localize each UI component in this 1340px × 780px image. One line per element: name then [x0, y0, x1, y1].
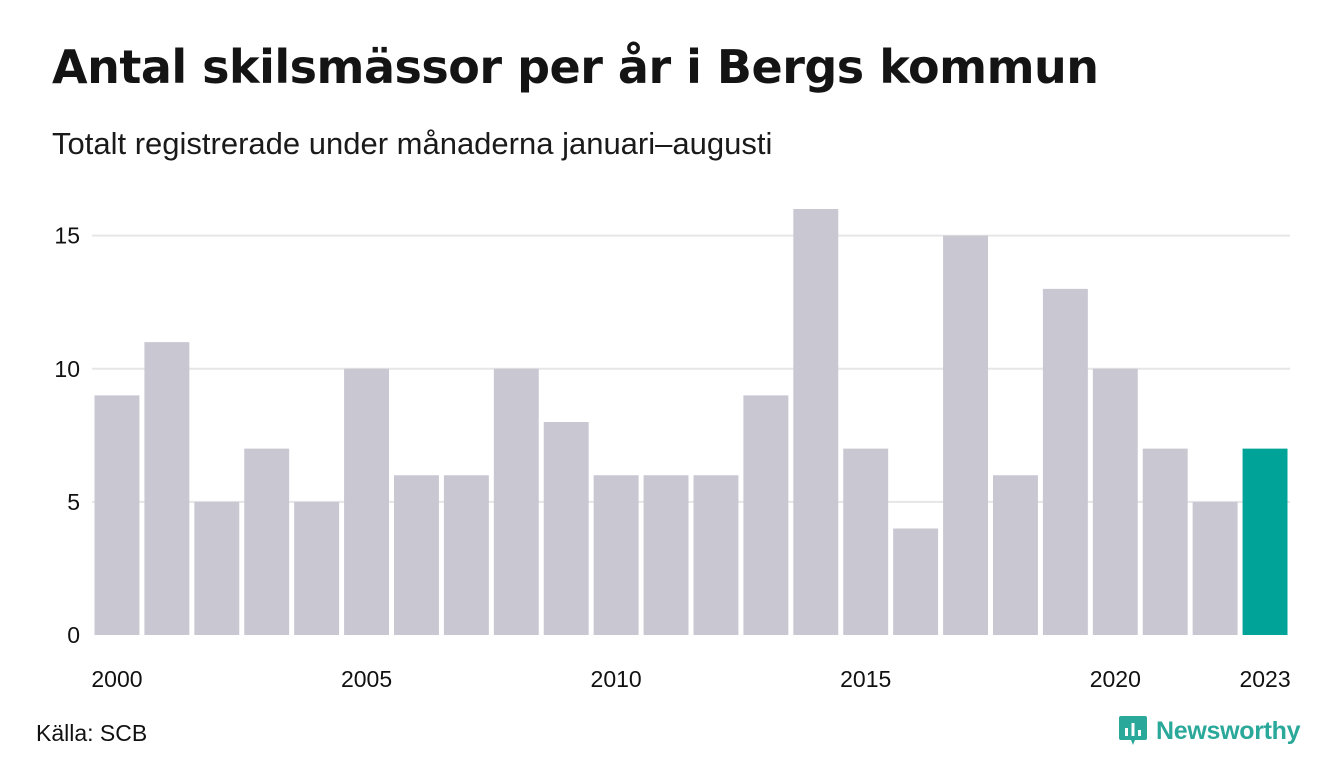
- bar-2000: [94, 395, 140, 635]
- bar-2022: [1192, 501, 1238, 635]
- chart-title: Antal skilsmässor per år i Bergs kommun: [52, 40, 1099, 94]
- bar-2021: [1142, 448, 1188, 635]
- y-axis-ticks: 0 5 10 15: [54, 223, 80, 648]
- newsworthy-logo-icon: [1119, 716, 1147, 745]
- y-tick-label: 15: [54, 223, 80, 249]
- bar-2018: [993, 475, 1038, 635]
- bar-2001: [144, 342, 190, 635]
- bar-2016: [893, 528, 939, 635]
- bar-2010: [593, 475, 639, 635]
- x-tick-label: 2010: [591, 666, 642, 692]
- x-tick-label: 2000: [91, 666, 142, 692]
- bar-2009: [543, 422, 589, 635]
- bar-2003: [244, 448, 290, 635]
- bar-2014: [793, 209, 839, 635]
- bar-2015: [843, 448, 889, 635]
- bar-2005: [344, 368, 389, 635]
- x-axis-ticks: 2000 2005 2010 2015 2020 2023: [91, 666, 1290, 692]
- bars: [94, 209, 1288, 635]
- x-tick-label: 2005: [341, 666, 392, 692]
- bar-2020: [1092, 368, 1138, 635]
- bar-2019: [1042, 288, 1088, 635]
- x-tick-label: 2020: [1090, 666, 1141, 692]
- brand-name: Newsworthy: [1156, 716, 1301, 745]
- bar-2012: [693, 475, 739, 635]
- bar-2006: [394, 475, 439, 635]
- bar-2008: [493, 368, 539, 635]
- bar-2023: [1242, 448, 1288, 635]
- bar-2013: [743, 395, 789, 635]
- bar-2011: [643, 475, 689, 635]
- y-tick-label: 10: [54, 356, 80, 382]
- y-tick-label: 5: [67, 489, 80, 515]
- gridlines: [92, 234, 1290, 503]
- brand-logo: Newsworthy: [1118, 714, 1301, 748]
- x-tick-label: 2015: [840, 666, 891, 692]
- bar-chart: 0 5 10 15 2000 2005 2010 2015 2020 2023: [54, 209, 1291, 692]
- x-tick-label: 2023: [1239, 666, 1290, 692]
- bar-2017: [943, 235, 988, 635]
- source-note: Källa: SCB: [36, 720, 148, 746]
- bar-2004: [294, 501, 340, 635]
- bar-2002: [194, 501, 240, 635]
- chart-subtitle: Totalt registrerade under månaderna janu…: [52, 126, 773, 161]
- bar-2007: [443, 475, 489, 635]
- y-tick-label: 0: [67, 622, 80, 648]
